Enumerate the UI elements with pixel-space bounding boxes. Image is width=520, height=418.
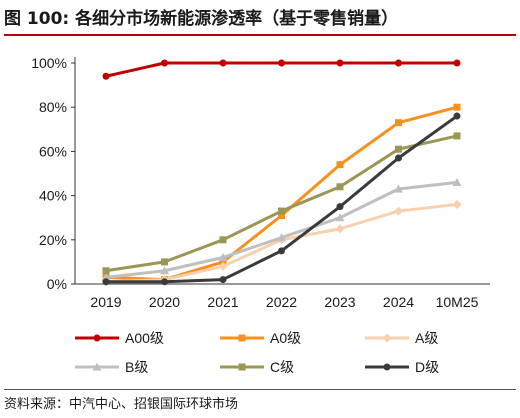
data-point <box>219 59 227 67</box>
legend-label: D级 <box>415 359 439 375</box>
data-point <box>395 119 402 127</box>
legend-swatch-marker <box>93 334 101 342</box>
data-point <box>335 224 345 234</box>
data-point <box>161 258 168 266</box>
data-point <box>452 199 462 209</box>
data-point <box>278 211 285 219</box>
data-point <box>452 177 462 186</box>
legend-item: A级 <box>365 330 438 346</box>
data-point <box>102 278 110 286</box>
series-1 <box>102 59 461 80</box>
x-tick-label: 2020 <box>149 294 180 310</box>
series-5 <box>102 132 461 275</box>
data-point <box>335 213 345 222</box>
data-point <box>453 59 461 67</box>
series-line <box>106 114 458 284</box>
data-point <box>336 59 344 67</box>
y-tick-label: 80% <box>39 99 67 115</box>
y-tick-label: 60% <box>39 143 67 159</box>
data-point <box>218 252 228 262</box>
legend-item: D级 <box>365 359 439 375</box>
data-point <box>453 112 461 120</box>
y-tick-label: 0% <box>47 276 67 292</box>
x-tick-label: 2024 <box>383 294 414 310</box>
legend-swatch-marker <box>238 363 246 371</box>
legend-swatch-marker <box>383 363 391 371</box>
source-note: 资料来源：中汽中心、招银国际环球市场 <box>4 397 239 412</box>
chart-title: 图 100: 各细分市场新能源渗透率（基于零售销量） <box>4 9 399 29</box>
data-point <box>394 206 403 216</box>
data-point <box>278 207 285 215</box>
legend-label: A级 <box>415 330 438 346</box>
legend-label: B级 <box>125 359 148 375</box>
y-tick-label: 100% <box>31 55 67 71</box>
data-point <box>453 103 461 111</box>
legend-label: C级 <box>270 359 294 375</box>
data-point <box>394 184 403 193</box>
data-point <box>101 272 111 281</box>
x-tick-label: 10M25 <box>436 294 479 310</box>
data-point <box>102 267 110 275</box>
data-point <box>336 183 344 191</box>
data-point <box>219 276 227 284</box>
legend-item: B级 <box>75 359 148 375</box>
legend-item: A0级 <box>220 330 301 346</box>
source-divider <box>4 389 516 390</box>
legend-swatch-marker <box>92 362 102 371</box>
data-point <box>395 59 402 67</box>
data-point <box>278 247 285 255</box>
legend-item: C级 <box>220 359 294 375</box>
legend-item: A00级 <box>75 330 164 346</box>
data-point <box>395 154 402 162</box>
legend-swatch-marker <box>238 334 246 342</box>
data-point <box>161 59 168 67</box>
legend-label: A0级 <box>270 330 301 346</box>
legend: A00级 A0级 A级 B级 C级 D级 <box>75 330 439 375</box>
series-layer <box>101 59 462 287</box>
data-point <box>160 266 169 275</box>
series-4 <box>101 177 462 281</box>
x-tick-label: 2023 <box>324 294 355 310</box>
data-point <box>277 233 286 242</box>
data-point <box>218 261 228 271</box>
legend-swatch-marker <box>382 333 392 343</box>
x-tick-label: 2021 <box>207 294 238 310</box>
data-point <box>336 161 344 169</box>
line-chart: 0% 20% 40% 60% 80% 100% 2019 2020 2021 2022 2023 20… <box>31 55 490 375</box>
series-2 <box>102 103 461 284</box>
axes: 0% 20% 40% 60% 80% 100% 2019 2020 2021 2022 2023 20… <box>31 55 490 310</box>
x-tick-label: 2019 <box>90 294 121 310</box>
data-point <box>453 132 461 140</box>
x-tick-label: 2022 <box>266 294 297 310</box>
data-point <box>278 59 285 67</box>
title-divider <box>4 34 516 36</box>
series-6 <box>102 112 461 286</box>
y-tick-label: 40% <box>39 188 67 204</box>
legend-label: A00级 <box>125 330 164 346</box>
data-point <box>336 203 344 211</box>
data-point <box>219 236 227 244</box>
y-tick-label: 20% <box>39 232 67 248</box>
data-point <box>161 278 168 286</box>
data-point <box>102 72 110 80</box>
data-point <box>395 145 402 153</box>
